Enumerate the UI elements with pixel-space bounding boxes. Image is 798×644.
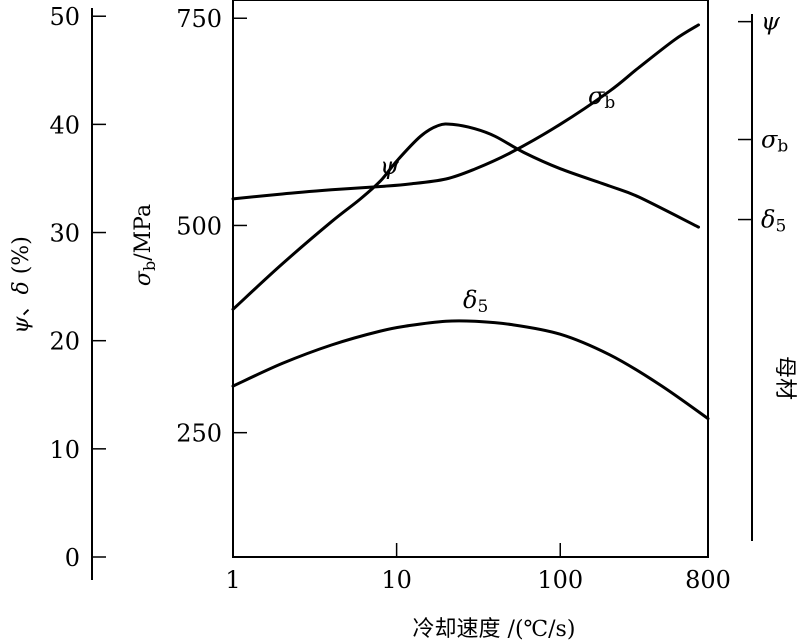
base-metal-marks: ψ σb δ5	[738, 8, 788, 237]
base-metal-mark-label: ψ	[761, 8, 781, 36]
x-tick-label: 1	[225, 566, 240, 594]
curve-delta-5	[231, 319, 710, 421]
base-metal-scale: ψ σb δ5 母材	[738, 8, 797, 541]
inner-axis-label-unit: /MPa	[131, 204, 156, 261]
left-axis-label-delta: δ	[9, 281, 34, 294]
left-axis-label: ψ、δ (%)	[9, 236, 34, 334]
x-axis-label: 冷却速度 /(℃/s)	[413, 617, 576, 642]
series-label-delta-5-sub: 5	[477, 297, 488, 317]
left-tick-label: 0	[65, 544, 80, 572]
curve-psi	[231, 122, 700, 311]
inner-tick-label: 500	[176, 212, 222, 240]
left-axis-label-sep: 、	[9, 295, 34, 317]
plot-frame	[232, 0, 709, 558]
left-tick-label: 10	[49, 436, 80, 464]
x-tick-label: 800	[685, 566, 731, 594]
left-axis: 0 10 20 30 40 50 ψ、δ (%)	[9, 3, 106, 580]
series-label-sigma-b-sub: b	[604, 93, 615, 113]
base-metal-mark-label: σb	[761, 126, 788, 157]
left-tick-label: 50	[49, 3, 80, 31]
inner-axis-label: σb/MPa	[131, 204, 159, 286]
left-axis-ticks: 0 10 20 30 40 50	[49, 3, 106, 572]
base-metal-mark-label: δ5	[761, 206, 786, 237]
inner-axis-ticks: 250 500 750	[176, 5, 247, 448]
left-tick-label: 30	[49, 220, 80, 248]
inner-axis-label-sigma: σ	[131, 270, 156, 286]
inner-tick-label: 750	[176, 5, 222, 33]
left-tick-label: 20	[49, 328, 80, 356]
x-tick-label: 100	[537, 566, 583, 594]
series-label-sigma-b-symbol: σ	[588, 82, 605, 110]
series-curves	[231, 23, 710, 421]
series-label-delta-5-symbol: δ	[463, 286, 477, 314]
x-axis-ticks: 1 10 100 800	[225, 543, 731, 594]
inner-axis-label-sub: b	[140, 261, 159, 271]
series-label-sigma-b: σb	[588, 82, 615, 113]
series-label-delta-5: δ5	[463, 286, 488, 317]
base-metal-label: 母材	[772, 356, 797, 400]
series-label-psi: ψ	[380, 152, 400, 180]
inner-axis: 250 500 750 σb/MPa	[131, 5, 247, 448]
left-axis-label-unit: (%)	[9, 236, 34, 281]
left-tick-label: 40	[49, 111, 80, 139]
left-axis-label-psi: ψ	[9, 316, 34, 334]
x-tick-label: 10	[381, 566, 412, 594]
curve-sigma-b	[231, 23, 700, 201]
inner-tick-label: 250	[176, 420, 222, 448]
